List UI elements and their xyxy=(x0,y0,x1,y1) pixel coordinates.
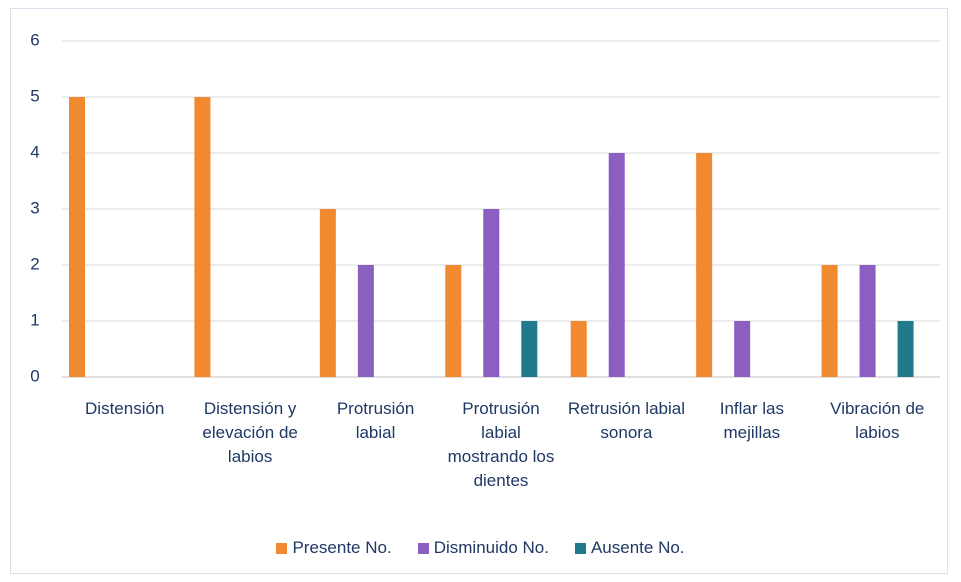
legend-label: Ausente No. xyxy=(590,538,685,557)
legend-label: Presente No. xyxy=(292,538,392,557)
bar xyxy=(483,209,500,377)
x-tick-label: Vibración de labios xyxy=(830,399,925,442)
bar xyxy=(570,321,587,377)
x-tick-label: Protrusión labial xyxy=(336,399,415,442)
bar xyxy=(696,153,713,377)
y-tick-label: 6 xyxy=(30,30,39,49)
x-tick-label: Distensión xyxy=(85,399,165,418)
chart-frame xyxy=(10,8,948,574)
bar xyxy=(319,209,336,377)
y-tick-label: 1 xyxy=(30,310,39,329)
bar xyxy=(859,265,876,377)
bar xyxy=(521,321,538,377)
legend-item: Disminuido No. xyxy=(417,538,549,558)
bar xyxy=(821,265,838,377)
y-tick-label: 3 xyxy=(30,198,39,217)
x-tick-label: Retrusión labial sonora xyxy=(567,399,686,442)
y-tick-label: 5 xyxy=(30,86,39,105)
legend: Presente No. Disminuido No. Ausente No. xyxy=(0,538,961,558)
legend-swatch xyxy=(417,542,429,554)
bar xyxy=(608,153,625,377)
legend-label: Disminuido No. xyxy=(433,538,549,557)
bar xyxy=(357,265,374,377)
bar xyxy=(897,321,914,377)
x-tick-label: Distensión y elevación de labios xyxy=(202,399,298,466)
x-tick-label: Inflar las mejillas xyxy=(719,399,784,442)
y-tick-label: 4 xyxy=(30,142,39,161)
legend-swatch xyxy=(276,542,288,554)
x-tick-label: Protrusión labial mostrando los dientes xyxy=(447,399,555,490)
legend-item: Presente No. xyxy=(276,538,392,558)
legend-swatch xyxy=(574,542,586,554)
bar xyxy=(734,321,751,377)
legend-item: Ausente No. xyxy=(574,538,685,558)
y-tick-label: 2 xyxy=(30,254,39,273)
y-tick-label: 0 xyxy=(30,366,39,385)
bar xyxy=(194,97,211,377)
bar xyxy=(69,97,85,377)
bar xyxy=(445,265,462,377)
